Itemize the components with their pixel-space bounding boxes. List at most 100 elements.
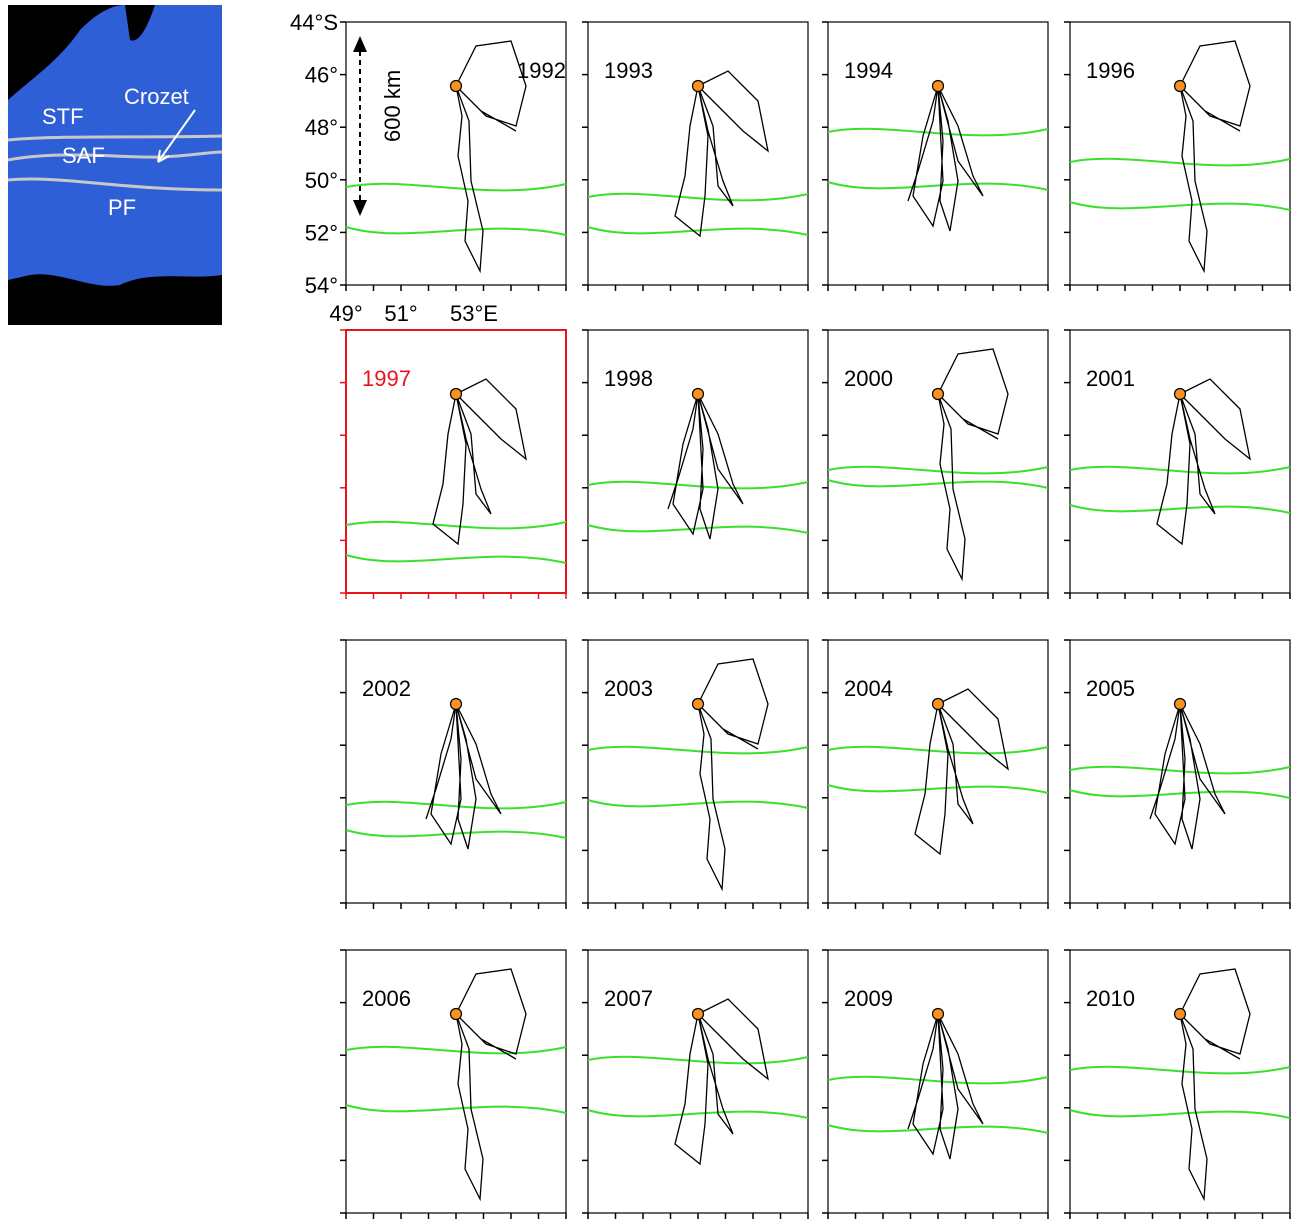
front-pf [1069,201,1291,211]
panel: 2000 [822,329,1049,599]
origin-dot [1173,79,1187,93]
track [674,998,769,1166]
origin-dot [1173,1007,1187,1021]
origin-dot [931,697,945,711]
origin-dot [1173,697,1187,711]
track [455,968,527,1202]
front-pf [345,829,567,839]
track [697,658,769,892]
year-label: 1996 [1086,58,1135,83]
front-pf [587,524,809,534]
origin-dot [449,1007,463,1021]
front-saf [827,465,1049,475]
track [674,70,769,238]
panel: 1997 [340,329,567,599]
origin-dot [1173,387,1187,401]
year-label: 2002 [362,676,411,701]
front-saf [345,520,567,530]
x-tick-label: 53°E [450,301,498,326]
front-saf [827,745,1049,755]
front-pf [587,799,809,809]
panel: 2003 [582,639,809,909]
track [937,348,1009,582]
front-saf [1069,765,1291,775]
year-label: 1998 [604,366,653,391]
year-label: 1992 [517,58,566,83]
inset-label: PF [108,195,136,220]
track [425,703,502,850]
origin-dot [449,387,463,401]
year-label: 2001 [1086,366,1135,391]
panel: 2005 [1064,639,1291,909]
year-label: 2003 [604,676,653,701]
y-tick-label: 52° [305,220,338,245]
year-label: 1994 [844,58,893,83]
track [1149,703,1226,850]
front-pf [827,784,1049,794]
year-label: 2005 [1086,676,1135,701]
x-tick-label: 51° [384,301,417,326]
track [455,40,527,274]
panel: 2009 [822,949,1049,1219]
x-tick-label: 49° [329,301,362,326]
front-pf [345,226,567,236]
front-pf [587,226,809,236]
origin-dot [931,79,945,93]
panel: 1994 [822,21,1049,291]
track [667,393,744,540]
inset-label: SAF [62,143,105,168]
year-label: 1997 [362,366,411,391]
inset-map: STF Crozet SAF PF [7,5,223,325]
panel: 2004 [822,639,1049,909]
front-pf [1069,1109,1291,1119]
panel: 1998 [582,329,809,599]
front-saf [587,480,809,490]
track [914,688,1009,856]
track [907,85,984,232]
origin-dot [691,1007,705,1021]
front-saf [345,800,567,810]
y-tick-label: 44°S [290,10,338,35]
front-pf [345,1104,567,1114]
year-label: 2009 [844,986,893,1011]
origin-dot [931,1007,945,1021]
inset-label: STF [42,104,84,129]
front-saf [1069,465,1291,475]
scale-label: 600 km [380,70,405,142]
front-saf [827,127,1049,137]
year-label: 2000 [844,366,893,391]
front-saf [345,1045,567,1055]
panel: 2006 [340,949,567,1219]
origin-dot [691,697,705,711]
panel: 2010 [1064,949,1291,1219]
origin-dot [691,79,705,93]
front-saf [587,192,809,202]
front-pf [827,181,1049,191]
inset-stf [7,134,223,142]
track [1156,378,1251,546]
panel: 2001 [1064,329,1291,599]
inset-arrow [157,109,196,163]
year-label: 1993 [604,58,653,83]
y-tick-label: 48° [305,115,338,140]
origin-dot [931,387,945,401]
front-saf [827,1075,1049,1085]
track [907,1013,984,1160]
front-saf [345,182,567,192]
panel: 2002 [340,639,567,909]
front-saf [587,1055,809,1065]
origin-dot [449,79,463,93]
y-tick-label: 50° [305,168,338,193]
front-saf [1069,1065,1291,1075]
front-saf [1069,157,1291,167]
panel: 44°S 46° 48° 50° 52° 54° 49° 51° 53°E 1992 [290,10,567,326]
track [1179,968,1251,1202]
front-pf [345,554,567,564]
front-pf [827,1124,1049,1134]
year-label: 2007 [604,986,653,1011]
inset-ocean [8,5,222,286]
year-label: 2004 [844,676,893,701]
front-pf [587,1109,809,1119]
front-saf [587,745,809,755]
